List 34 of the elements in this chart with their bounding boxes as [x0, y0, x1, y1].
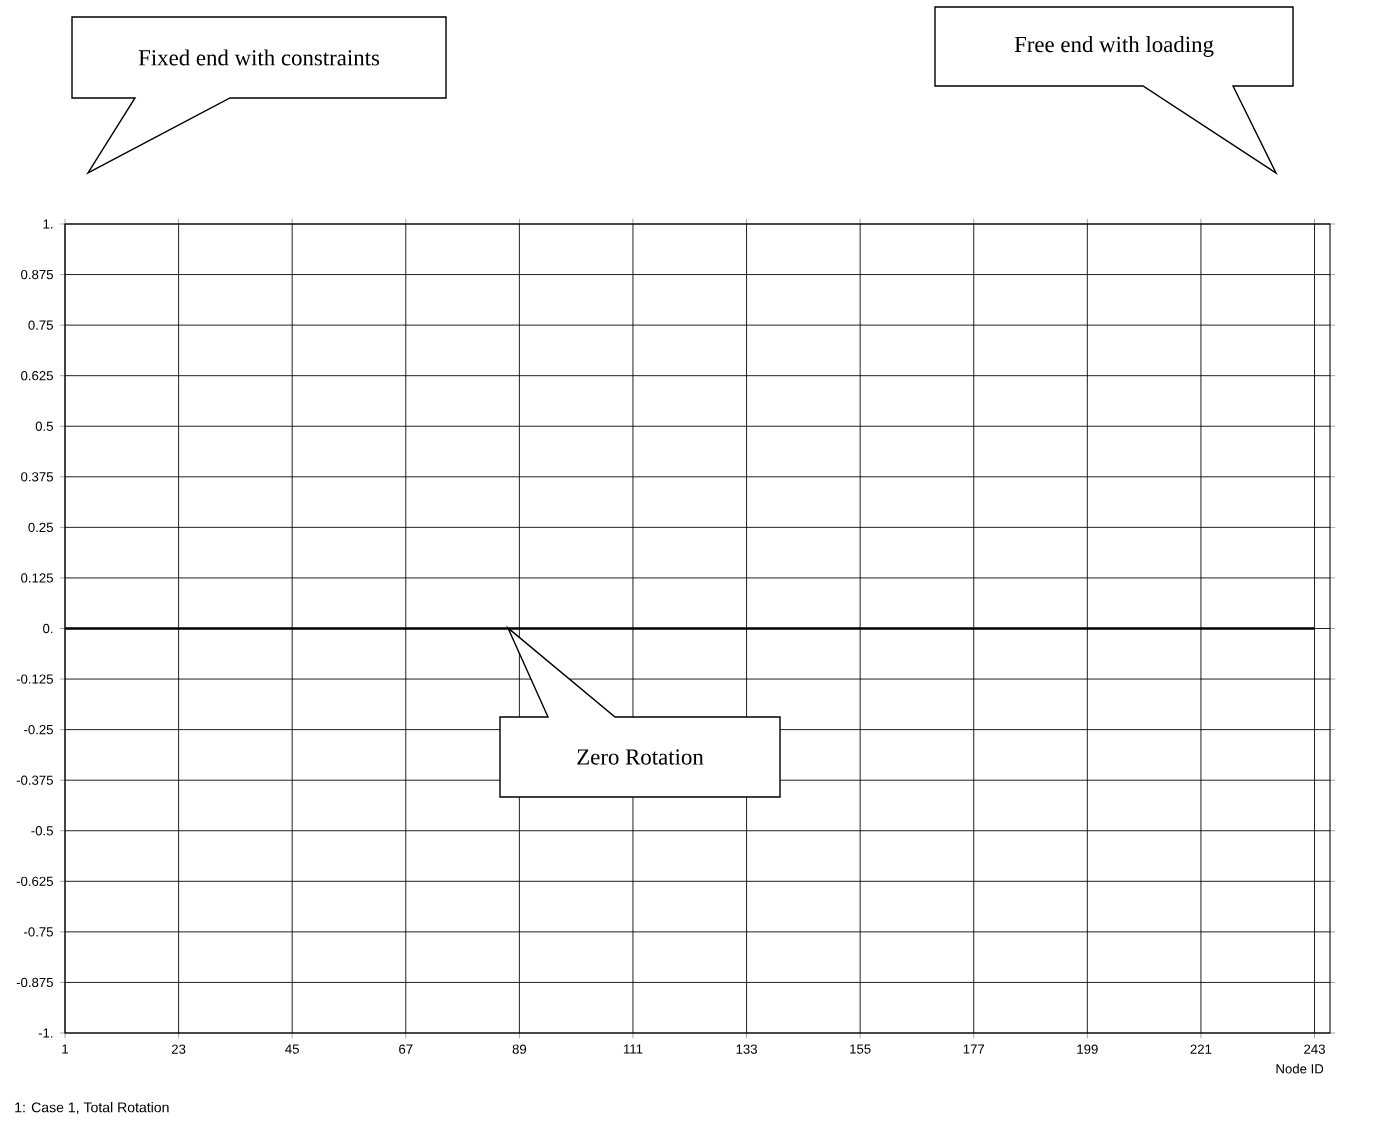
y-tick-label: -0.875 — [16, 977, 53, 988]
y-tick-label: 1. — [43, 219, 53, 229]
x-tick-label: 23 — [171, 1044, 186, 1054]
x-tick-label: 243 — [1304, 1044, 1325, 1054]
y-tick-label: -0.625 — [16, 876, 53, 886]
y-tick-label: 0.75 — [28, 320, 53, 330]
x-tick-label: 89 — [512, 1044, 527, 1054]
annotation: Zero Rotation — [577, 749, 704, 765]
x-tick-label: 133 — [736, 1044, 757, 1054]
x-tick-label: 67 — [399, 1044, 413, 1054]
x-tick-label: 177 — [963, 1044, 985, 1054]
y-tick-label: 0. — [43, 623, 53, 634]
x-tick-label: 111 — [623, 1044, 643, 1054]
y-tick-label: 0.125 — [21, 573, 53, 583]
y-tick-label: -0.125 — [16, 674, 53, 684]
text: Fixed end with constraints — [138, 49, 380, 66]
y-tick-label: -0.5 — [31, 826, 53, 836]
y-tick-label: 0.375 — [21, 472, 53, 482]
x-tick-label: 45 — [285, 1044, 299, 1054]
y-tick-label: -0.375 — [16, 775, 53, 785]
x-tick-label: 221 — [1190, 1044, 1212, 1054]
y-tick-label: 0.875 — [21, 269, 53, 280]
y-tick-label: -1. — [38, 1028, 53, 1038]
y-tick-label: 0.5 — [35, 421, 53, 431]
text: Free end with loading — [1014, 36, 1214, 57]
y-tick-label: 0.25 — [28, 522, 53, 533]
text: 1: Case 1, Total Rotation — [15, 1102, 169, 1114]
y-tick-label: -0.75 — [24, 927, 53, 937]
y-tick-label: 0.625 — [21, 371, 53, 381]
x-tick-label: 155 — [850, 1044, 871, 1054]
x-tick-label: 1 — [62, 1044, 69, 1054]
y-tick-label: -0.25 — [24, 724, 53, 735]
x-axis-title: Node ID — [1276, 1063, 1324, 1074]
x-tick-label: 199 — [1077, 1044, 1098, 1054]
